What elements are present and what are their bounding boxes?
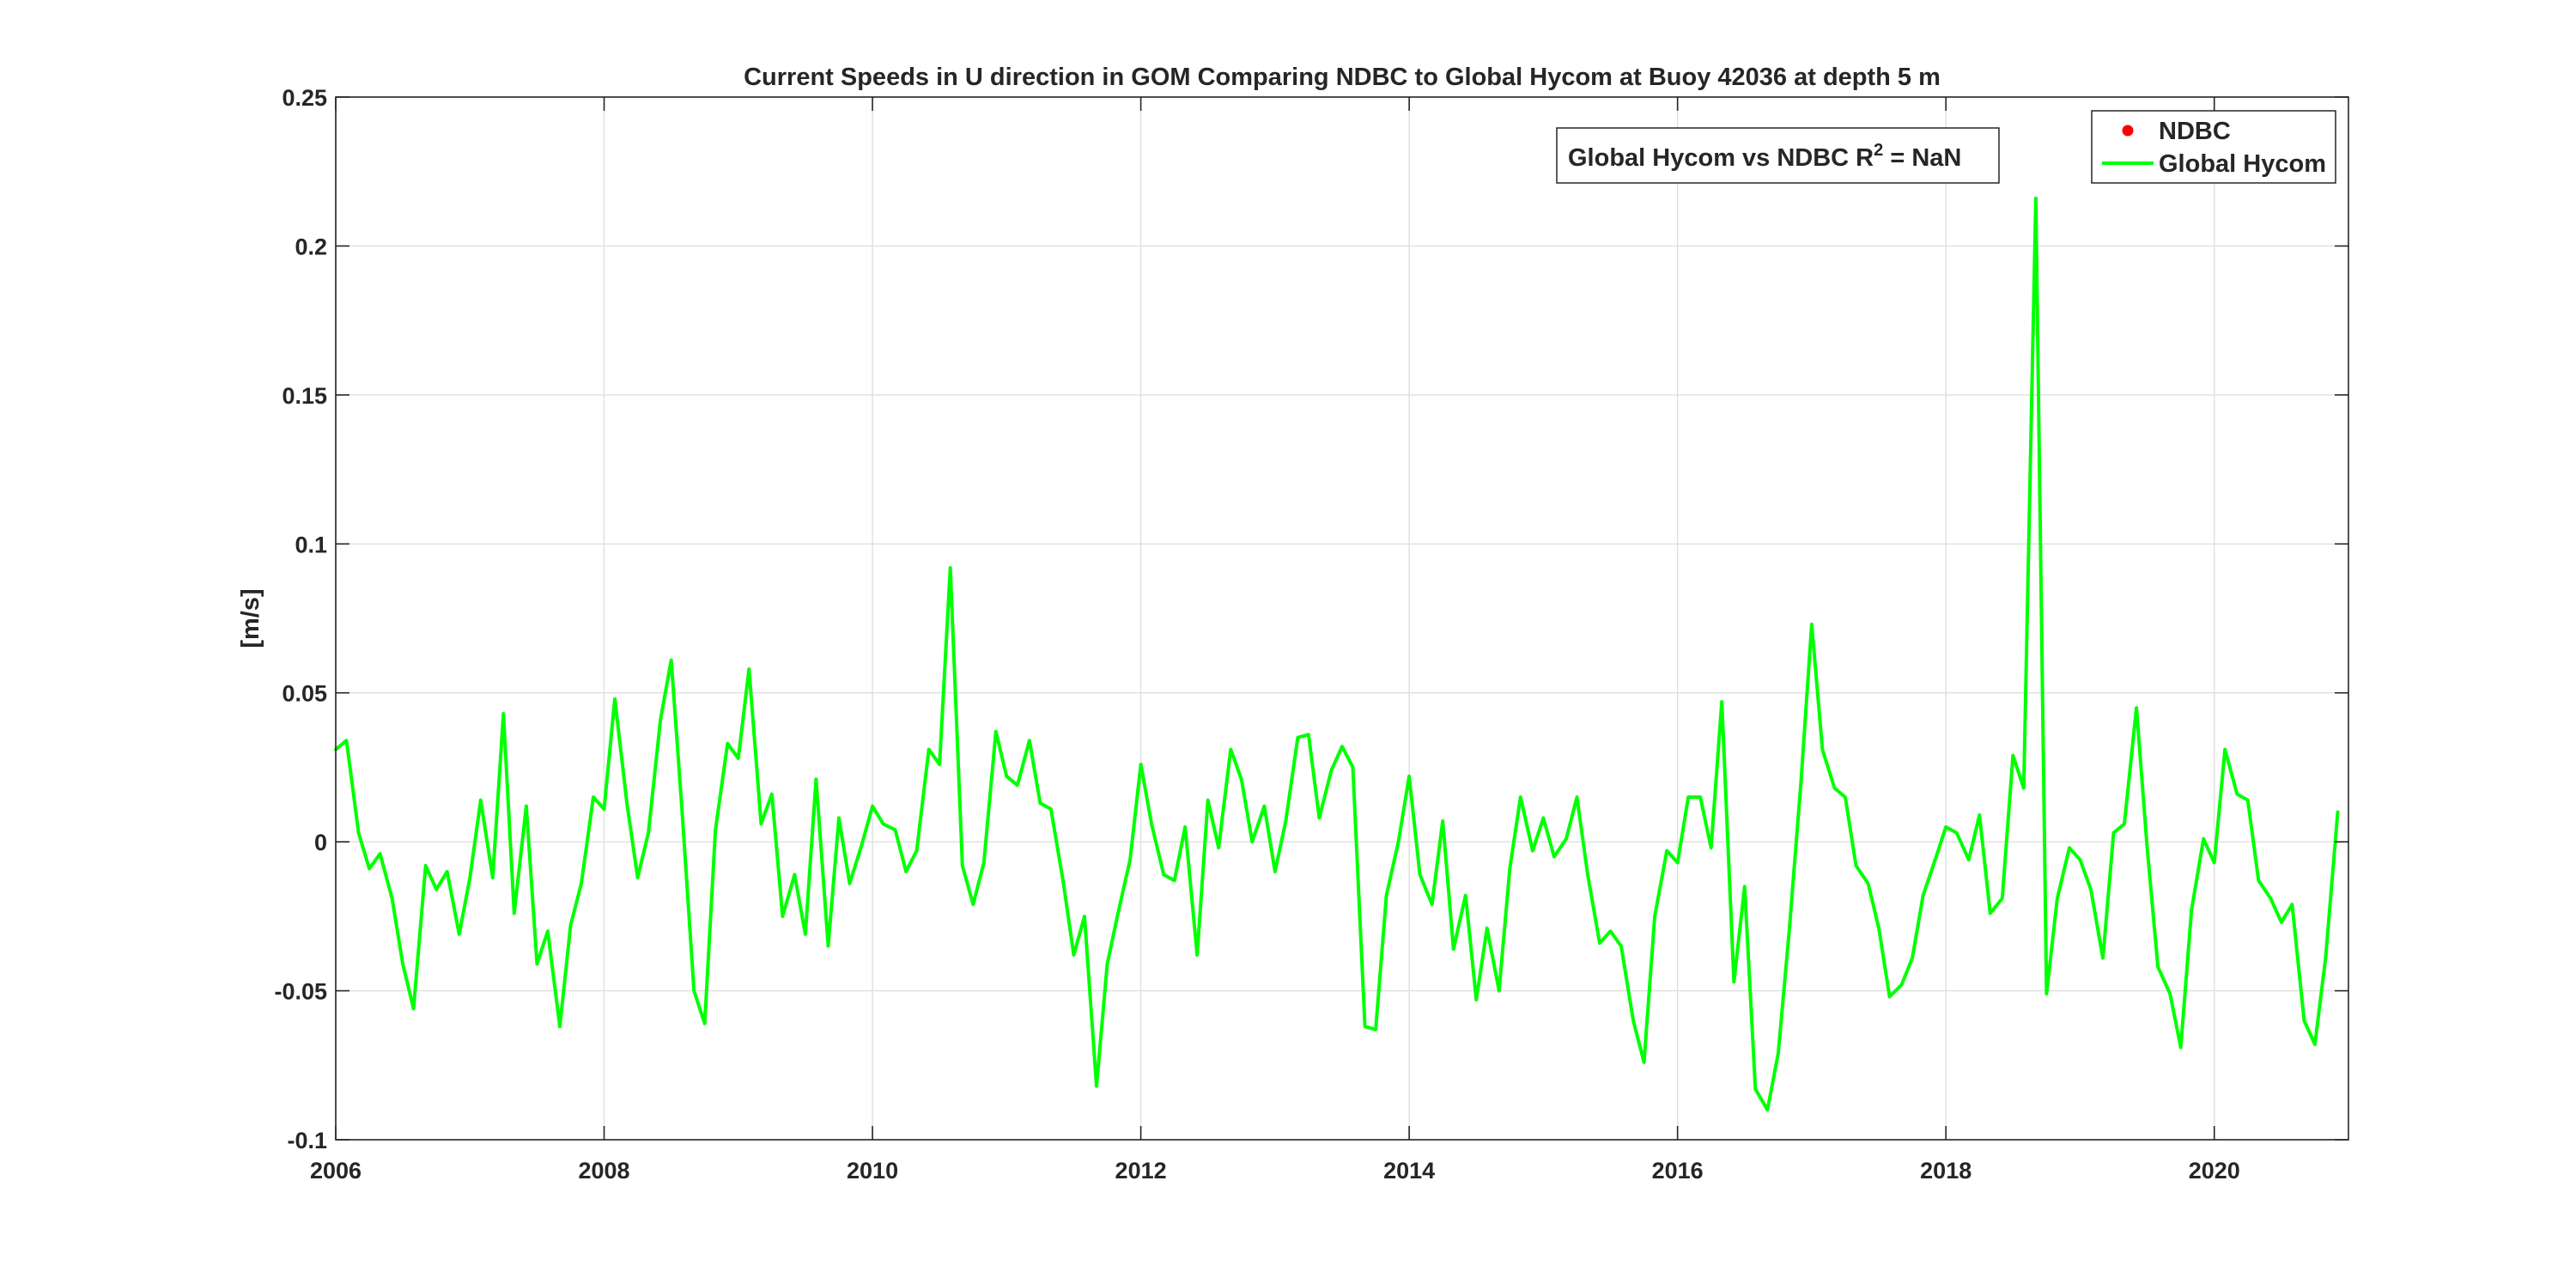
legend-hycom-label: Global Hycom [2159,150,2326,178]
y-tick-label: 0 [314,830,327,855]
x-tick-label: 2012 [1115,1158,1167,1184]
legend-ndbc-marker [2122,125,2134,137]
series-layer [334,196,2340,1112]
plot-area [336,97,2348,1140]
annotation-prefix: Global Hycom vs NDBC R [1568,144,1874,172]
axis-ticks [335,96,2348,1141]
legend-ndbc-label: NDBC [2159,118,2231,145]
y-tick-label: -0.1 [287,1128,327,1153]
x-tick-label: 2014 [1383,1158,1435,1184]
annotation-superscript: 2 [1874,141,1883,160]
chart-title: Current Speeds in U direction in GOM Com… [744,64,1941,91]
x-tick-label: 2018 [1920,1158,1971,1184]
y-tick-label: 0.15 [282,383,327,409]
x-tick-label: 2006 [310,1158,361,1184]
y-tick-label: 0.1 [295,532,327,557]
annotation-suffix: = NaN [1883,144,1961,172]
x-tick-label: 2020 [2189,1158,2240,1184]
y-tick-label: 0.25 [282,85,327,111]
y-tick-label: 0.05 [282,681,327,707]
legend: NDBC Global Hycom [2091,110,2336,184]
legend-box [2091,110,2336,184]
annotation-box [1556,127,2000,184]
r-squared-annotation: Global Hycom vs NDBC R2 = NaN [1556,127,2000,184]
series-line-global-hycom [334,196,2340,1112]
y-tick-label: -0.05 [274,979,327,1005]
x-tick-label: 2008 [578,1158,629,1184]
annotation-text: Global Hycom vs NDBC R2 = NaN [1568,141,1961,172]
y-tick-label: 0.2 [295,234,327,259]
x-tick-label: 2010 [847,1158,898,1184]
plot-frame [335,96,2349,1141]
x-tick-label: 2016 [1652,1158,1704,1184]
x-axis-tick-labels: 2006 2008 2010 2012 2014 2016 2018 2020 [310,1158,2240,1184]
y-axis-label: [m/s] [237,588,264,648]
y-axis-tick-labels: -0.1 -0.05 0 0.05 0.1 0.15 0.2 0.25 [274,85,327,1153]
